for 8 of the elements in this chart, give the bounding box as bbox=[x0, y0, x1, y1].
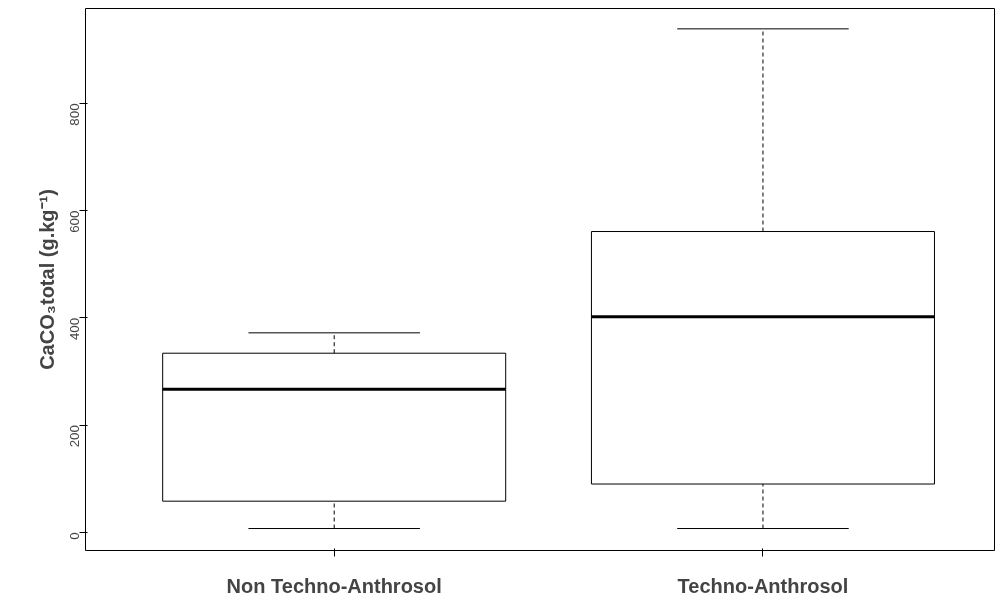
y-axis-title: CaCO₃total (g.kg⁻¹) bbox=[35, 189, 58, 370]
y-tick-label: 400 bbox=[67, 317, 82, 341]
y-tick-label: 600 bbox=[67, 210, 82, 233]
y-tick-label: 800 bbox=[67, 103, 82, 126]
y-tick-label: 200 bbox=[67, 425, 82, 448]
y-tick-label: 0 bbox=[67, 532, 82, 540]
x-tick-label: Non Techno-Anthrosol bbox=[226, 574, 442, 597]
x-tick-label: Techno-Anthrosol bbox=[677, 574, 849, 597]
